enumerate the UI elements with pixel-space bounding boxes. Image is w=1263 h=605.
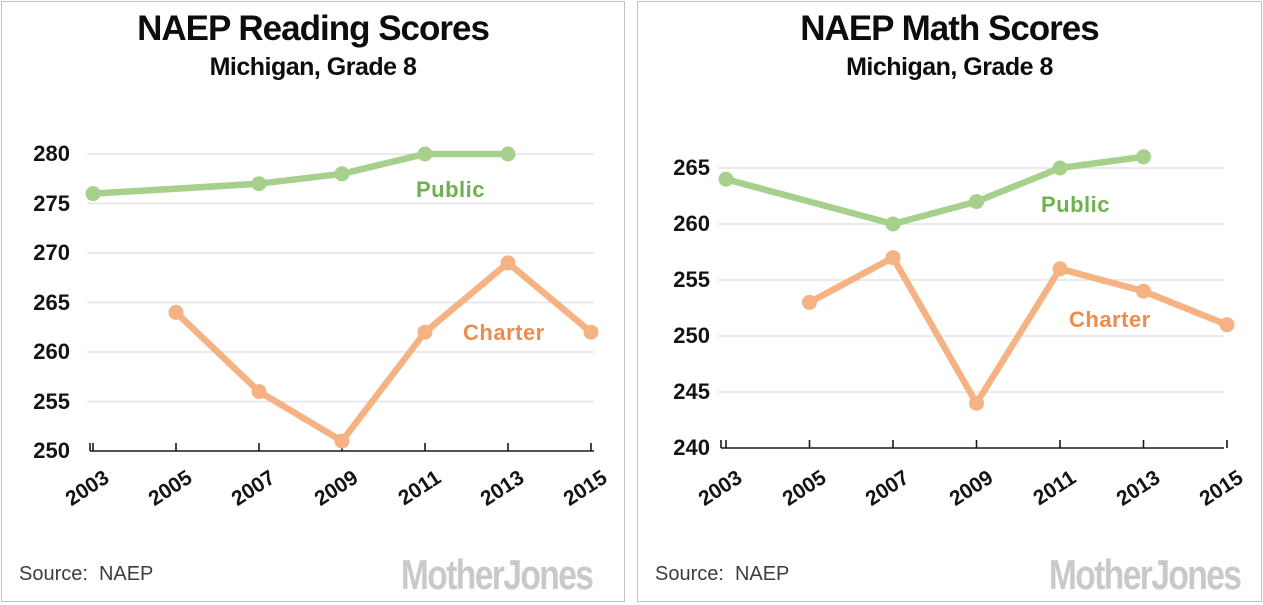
chart-canvas	[85, 146, 599, 452]
charter-data-point	[1052, 261, 1068, 277]
charter-data-point	[1136, 283, 1151, 299]
charter-data-point	[969, 395, 984, 411]
public-data-point	[718, 171, 734, 187]
source-line: Source: NAEP	[19, 563, 153, 586]
charter-data-point	[885, 250, 901, 266]
public-data-point	[417, 146, 433, 162]
charter-data-point	[334, 433, 350, 449]
public-data-point	[334, 166, 350, 182]
public-data-point	[969, 194, 984, 210]
chart-subtitle: Michigan, Grade 8	[209, 53, 417, 81]
public-series-label: Public	[1041, 192, 1111, 217]
motherjones-watermark: MotherJones	[400, 551, 594, 598]
public-data-point	[1136, 149, 1151, 165]
y-axis-label: 265	[33, 289, 70, 315]
motherjones-watermark: MotherJones	[1048, 551, 1242, 598]
y-axis-label: 260	[33, 339, 70, 364]
y-axis-label: 270	[33, 240, 70, 265]
chart-title: NAEP Reading Scores	[137, 9, 490, 48]
y-axis-label: 240	[673, 435, 710, 460]
chart-canvas	[718, 149, 1235, 449]
charter-data-point	[417, 324, 433, 340]
charter-line	[172, 259, 595, 445]
charter-series-label: Charter	[463, 320, 545, 345]
y-axis-label: 260	[673, 211, 710, 236]
source-line: Source: NAEP	[655, 563, 789, 586]
source-value: NAEP	[734, 563, 790, 585]
source-label: Source:	[655, 563, 724, 585]
y-axis-label: 250	[33, 438, 70, 463]
source-label: Source:	[19, 563, 88, 585]
y-axis-label: 250	[673, 323, 710, 348]
chart-subtitle: Michigan, Grade 8	[846, 53, 1053, 81]
y-axis-label: 255	[673, 267, 710, 292]
y-axis-label: 275	[33, 190, 70, 216]
charter-data-point	[583, 324, 599, 340]
y-axis-label: 265	[673, 155, 710, 180]
source-value: NAEP	[98, 563, 154, 585]
public-data-point	[251, 176, 267, 192]
math-chart-panel: NAEP Math Scores Michigan, Grade 8 240 24…	[637, 1, 1262, 602]
charter-data-point	[1219, 317, 1235, 333]
charter-data-point	[500, 255, 516, 271]
y-axis-label: 245	[673, 379, 710, 404]
public-data-point	[1052, 160, 1068, 176]
public-data-point	[500, 146, 516, 162]
public-data-point	[885, 216, 901, 232]
y-axis-label: 255	[33, 388, 70, 414]
chart-title: NAEP Math Scores	[800, 9, 1099, 48]
charter-series-label: Charter	[1069, 307, 1151, 332]
charter-line	[806, 254, 1231, 407]
reading-chart-panel: NAEP Reading Scores Michigan, Grade 8 25…	[1, 1, 625, 602]
public-series-label: Public	[416, 177, 486, 202]
plot-area: 250 255 260 265 270 275 280 2003 2005 2007 2009 201…	[2, 2, 624, 601]
charter-data-point	[802, 294, 817, 310]
charter-data-point	[168, 304, 184, 320]
public-data-point	[85, 186, 101, 202]
charter-data-point	[251, 384, 267, 400]
y-axis-label: 280	[33, 141, 70, 166]
plot-area: 240 245 250 255 260 265 2003 2005 2007 2009 2011 20…	[638, 2, 1261, 601]
